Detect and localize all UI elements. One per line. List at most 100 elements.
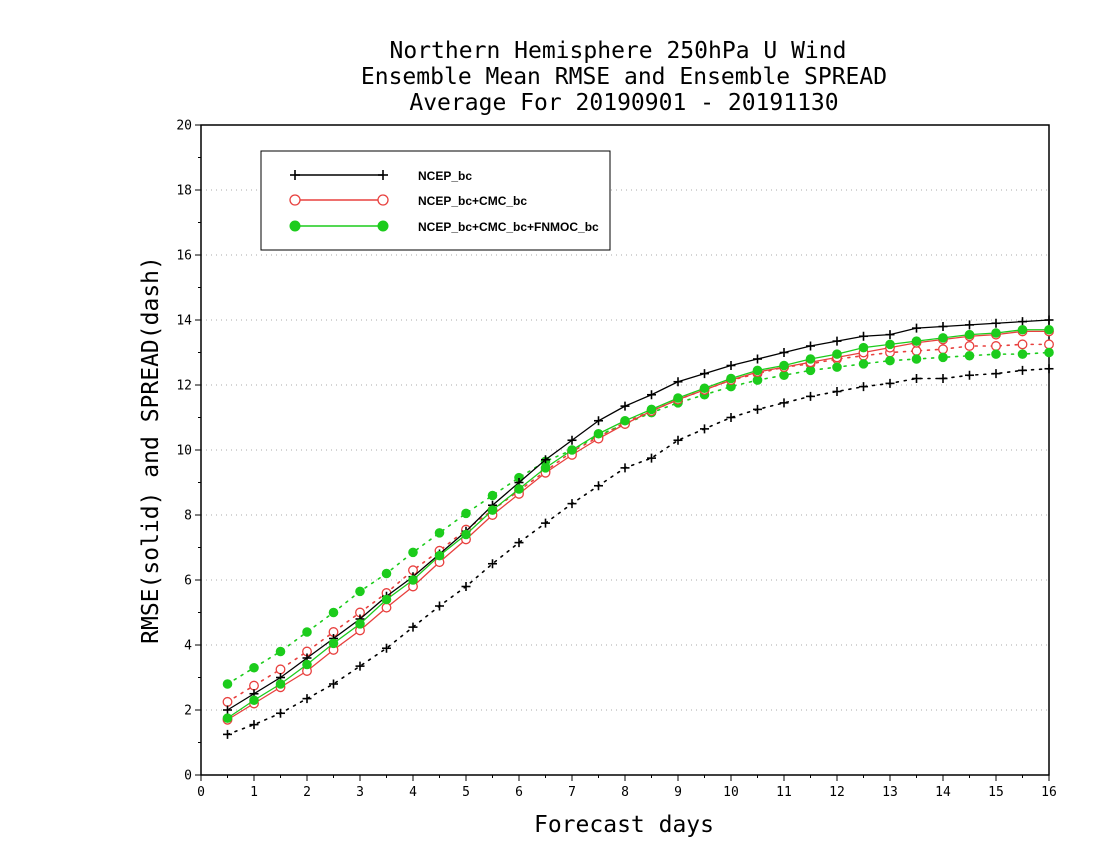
x-tick-label-13: 13 — [882, 785, 898, 800]
point-ncep-bc-rmse — [965, 320, 974, 330]
point-ncep-cmc-fnmoc-spread — [249, 662, 259, 673]
point-ncep-bc-spread — [1044, 364, 1054, 374]
point-ncep-cmc-fnmoc-spread — [487, 490, 498, 501]
point-ncep-cmc-fnmoc-rmse — [249, 695, 259, 706]
x-tick-label-1: 1 — [250, 785, 258, 800]
point-ncep-cmc-rmse — [381, 602, 392, 613]
point-ncep-cmc-fnmoc-spread — [302, 627, 312, 637]
point-ncep-bc-spread — [541, 518, 550, 528]
x-tick-label-6: 6 — [515, 785, 523, 800]
point-ncep-bc-spread — [806, 391, 815, 401]
y-tick-label-10: 10 — [176, 444, 192, 459]
legend-marker-ncep-bc-left — [290, 170, 300, 180]
chart-title-line-3: Average For 20190901 - 20191130 — [409, 90, 838, 116]
point-ncep-bc-spread — [567, 499, 577, 509]
x-tick-label-15: 15 — [988, 785, 1004, 800]
point-ncep-bc-spread — [329, 679, 338, 689]
point-ncep-bc-rmse — [223, 705, 232, 715]
point-ncep-bc-rmse — [859, 331, 868, 341]
point-ncep-bc-spread — [647, 453, 656, 463]
point-ncep-cmc-fnmoc-rmse — [885, 339, 895, 350]
legend: NCEP_bc NCEP_bc+CMC_bc NCEP_bc+CMC_bc+FN… — [260, 150, 611, 251]
point-ncep-bc-spread — [726, 413, 736, 422]
legend-marker-ncep-cmc-fnmoc-left — [289, 220, 301, 232]
chart-title-line-1: Northern Hemisphere 250hPa U Wind — [390, 38, 847, 64]
point-ncep-cmc-fnmoc-rmse — [593, 428, 604, 439]
point-ncep-bc-rmse — [991, 318, 1001, 328]
x-tick-label-3: 3 — [356, 785, 364, 800]
point-ncep-bc-spread — [832, 387, 842, 396]
y-tick-label-6: 6 — [184, 574, 192, 589]
point-ncep-bc-spread — [673, 435, 683, 445]
x-tick-label-5: 5 — [462, 785, 470, 800]
x-tick-label-0: 0 — [197, 785, 205, 800]
point-ncep-bc-spread — [355, 661, 365, 671]
series-ncep-cmc-fnmoc-rmse — [222, 324, 1054, 723]
legend-marker-ncep-cmc-right — [377, 194, 389, 206]
point-ncep-bc-spread — [514, 538, 524, 548]
y-tick-label-18: 18 — [176, 184, 192, 199]
point-ncep-cmc-fnmoc-rmse — [461, 529, 471, 540]
point-ncep-bc-rmse — [673, 377, 683, 387]
x-axis-label: Forecast days — [534, 812, 714, 838]
point-ncep-bc-spread — [700, 424, 709, 434]
y-tick-label-20: 20 — [176, 119, 192, 134]
point-ncep-bc-rmse — [1044, 315, 1054, 325]
point-ncep-cmc-spread — [249, 680, 259, 691]
point-ncep-cmc-fnmoc-spread — [328, 607, 339, 618]
legend-samples — [289, 170, 389, 232]
point-ncep-bc-spread — [779, 398, 789, 408]
series-ncep-bc-spread — [223, 364, 1054, 739]
legend-label-ncep-cmc-fnmoc: NCEP_bc+CMC_bc+FNMOC_bc — [418, 220, 599, 234]
y-tick-label-12: 12 — [176, 379, 192, 394]
series-ncep-cmc-rmse — [222, 326, 1054, 725]
point-ncep-bc-spread — [594, 481, 603, 491]
line-ncep-cmc-rmse — [227, 330, 1049, 721]
series-ncep-bc-rmse — [223, 315, 1054, 715]
point-ncep-cmc-fnmoc-rmse — [222, 713, 233, 723]
point-ncep-cmc-spread — [964, 341, 975, 351]
x-tick-label-2: 2 — [303, 785, 311, 800]
point-ncep-cmc-spread — [938, 344, 948, 355]
point-ncep-cmc-fnmoc-spread — [938, 352, 948, 363]
point-ncep-cmc-spread — [911, 345, 922, 356]
point-ncep-bc-rmse — [912, 323, 921, 333]
y-tick-label-16: 16 — [176, 249, 192, 264]
point-ncep-cmc-fnmoc-rmse — [805, 354, 816, 364]
point-ncep-cmc-fnmoc-rmse — [514, 484, 524, 494]
point-ncep-bc-spread — [1018, 365, 1027, 375]
point-ncep-bc-spread — [488, 559, 497, 569]
point-ncep-bc-rmse — [700, 369, 709, 379]
line-ncep-bc-rmse — [227, 319, 1050, 711]
point-ncep-cmc-fnmoc-rmse — [832, 349, 842, 359]
point-ncep-cmc-fnmoc-spread — [858, 359, 869, 369]
point-ncep-bc-spread — [620, 463, 630, 473]
point-ncep-cmc-fnmoc-rmse — [408, 575, 418, 585]
point-ncep-cmc-fnmoc-spread — [275, 646, 286, 657]
point-ncep-cmc-fnmoc-rmse — [726, 373, 736, 384]
point-ncep-bc-rmse — [1018, 317, 1027, 327]
point-ncep-cmc-fnmoc-spread — [805, 365, 816, 376]
point-ncep-cmc-fnmoc-rmse — [620, 415, 630, 426]
y-tick-label-14: 14 — [176, 314, 192, 329]
point-ncep-bc-rmse — [594, 416, 603, 426]
point-ncep-bc-rmse — [567, 435, 577, 445]
point-ncep-cmc-fnmoc-rmse — [302, 659, 312, 670]
x-tick-label-12: 12 — [829, 785, 845, 800]
point-ncep-cmc-fnmoc-rmse — [540, 463, 551, 473]
point-ncep-cmc-spread — [991, 341, 1001, 351]
legend-label-ncep-cmc: NCEP_bc+CMC_bc — [418, 194, 527, 208]
point-ncep-cmc-fnmoc-spread — [752, 375, 763, 385]
point-ncep-cmc-fnmoc-spread — [779, 370, 789, 381]
point-ncep-bc-spread — [885, 378, 895, 388]
point-ncep-cmc-fnmoc-rmse — [779, 360, 789, 371]
point-ncep-cmc-fnmoc-rmse — [911, 336, 922, 346]
point-ncep-cmc-fnmoc-rmse — [673, 393, 683, 403]
point-ncep-cmc-fnmoc-spread — [222, 679, 233, 689]
legend-marker-ncep-cmc-fnmoc-right — [377, 220, 389, 232]
legend-label-ncep-bc: NCEP_bc — [418, 169, 472, 183]
legend-marker-ncep-bc-right — [378, 170, 388, 180]
point-ncep-bc-spread — [859, 382, 868, 392]
